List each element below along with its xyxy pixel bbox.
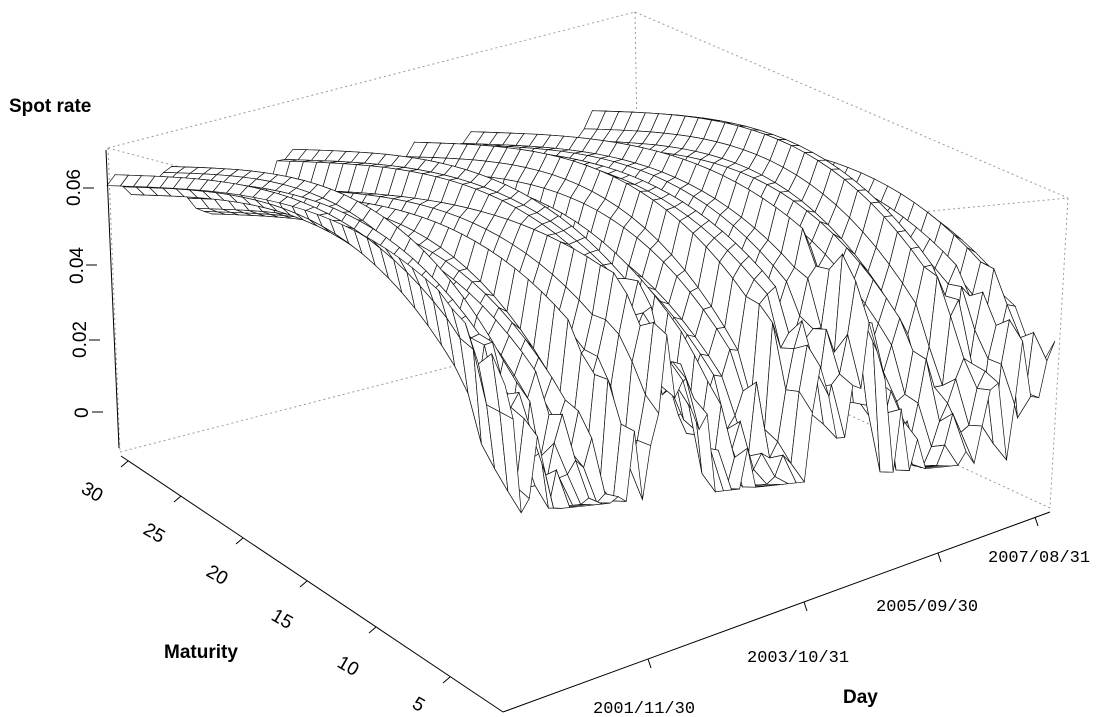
day-axis-title: Day — [843, 687, 878, 708]
day-tick-label: 2007/08/31 — [988, 549, 1090, 568]
z-axis-title: Spot rate — [9, 96, 91, 117]
day-tick-label: 2001/11/30 — [593, 700, 695, 717]
surface-mesh — [106, 110, 1056, 514]
maturity-tick-label: 25 — [140, 519, 169, 548]
maturity-axis: 30 25 20 15 10 5 Maturity — [78, 455, 504, 717]
maturity-tick-label: 20 — [203, 561, 232, 590]
day-axis-line — [502, 511, 1051, 713]
z-tick-label: 0.02 — [70, 321, 91, 358]
day-tick-label: 2003/10/31 — [747, 649, 849, 668]
maturity-tick-label: 10 — [334, 652, 363, 681]
maturity-tick-label: 15 — [268, 605, 297, 634]
maturity-tick-marks — [120, 460, 451, 684]
day-tick-label: 2005/09/30 — [876, 598, 978, 617]
z-tick-label: 0.06 — [64, 169, 85, 206]
maturity-tick-label: 30 — [78, 478, 107, 507]
day-tick-marks — [647, 516, 1039, 669]
maturity-axis-line — [120, 455, 504, 713]
z-tick-label: 0.04 — [67, 247, 88, 284]
surface-facet — [491, 353, 514, 420]
day-axis: 2001/11/30 2003/10/31 2005/09/30 2007/08… — [502, 511, 1090, 717]
maturity-axis-title: Maturity — [164, 642, 238, 663]
maturity-tick-label: 5 — [409, 693, 429, 716]
z-tick-marks — [83, 187, 103, 413]
z-axis: 0 0.02 0.04 0.06 Spot rate — [9, 96, 120, 449]
z-axis-line — [105, 149, 120, 449]
z-tick-label: 0 — [72, 407, 93, 418]
